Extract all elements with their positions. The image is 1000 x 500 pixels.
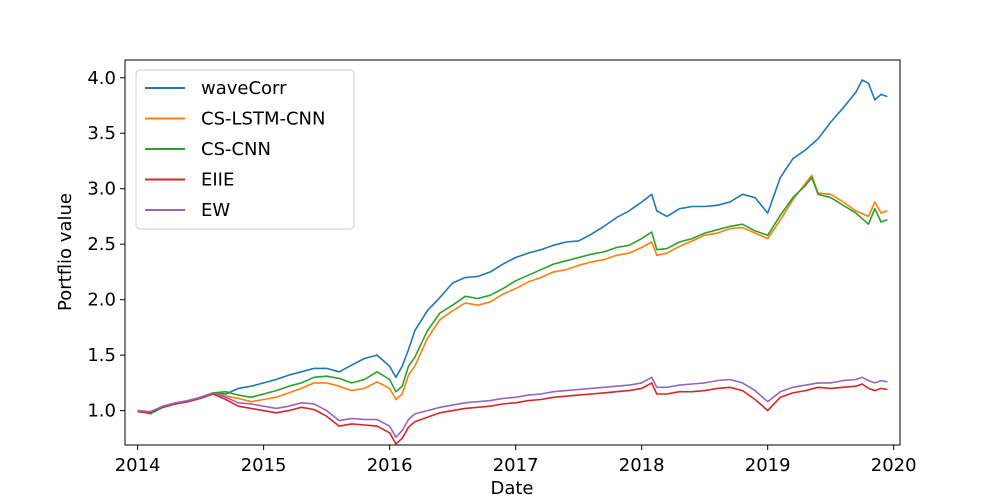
series-layer: [137, 79, 888, 445]
y-tick-label: 3.0: [87, 179, 116, 200]
legend-label: EW: [201, 200, 230, 221]
x-tick-label: 2016: [367, 455, 413, 476]
x-axis-label: Date: [490, 478, 533, 499]
legend-label: waveCorr: [201, 78, 287, 99]
legend: waveCorr CS-LSTM-CNN CS-CNN EIIE EW: [135, 69, 355, 230]
series-line-4: [137, 376, 888, 438]
series-line-2: [137, 176, 888, 415]
y-tick-label: 4.0: [87, 68, 116, 89]
y-axis: 1.0 1.5 2.0 2.5 3.0 3.5 4.0: [87, 68, 125, 422]
legend-label: CS-CNN: [201, 139, 271, 160]
legend-label: EIIE: [201, 170, 234, 191]
series-line-0: [137, 79, 888, 414]
series-line-3: [137, 382, 888, 445]
x-axis: 2014 2015 2016 2017 2018 2019 2020: [115, 445, 917, 476]
x-tick-label: 2020: [871, 455, 917, 476]
plot-frame: [124, 59, 901, 446]
series-line-1: [137, 174, 888, 413]
legend-label: CS-LSTM-CNN: [201, 109, 325, 130]
legend-box: [135, 69, 355, 230]
x-tick-label: 2014: [115, 455, 161, 476]
y-tick-label: 1.5: [87, 345, 116, 366]
y-tick-label: 2.0: [87, 290, 116, 311]
x-tick-label: 2019: [745, 455, 791, 476]
y-tick-label: 1.0: [87, 401, 116, 422]
y-tick-label: 2.5: [87, 234, 116, 255]
x-tick-label: 2018: [619, 455, 665, 476]
y-axis-label: Portflio value: [55, 193, 76, 311]
x-tick-label: 2015: [241, 455, 287, 476]
x-tick-label: 2017: [493, 455, 539, 476]
y-tick-label: 3.5: [87, 123, 116, 144]
